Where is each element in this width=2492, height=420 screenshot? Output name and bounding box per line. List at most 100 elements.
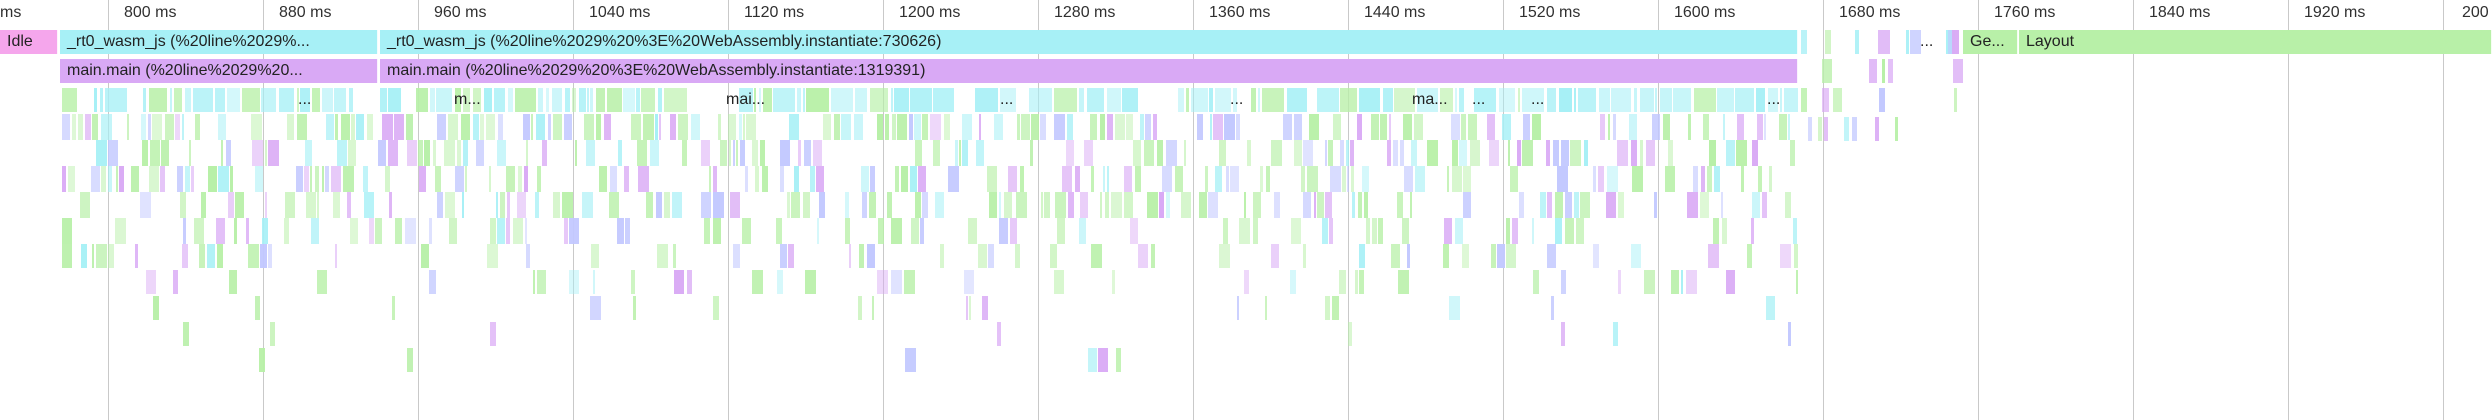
flame-slice[interactable]: [1054, 270, 1064, 294]
flame-slice[interactable]: [1294, 114, 1302, 140]
flame-slice[interactable]: [1030, 140, 1033, 166]
flame-slice[interactable]: [982, 296, 988, 320]
flame-slice[interactable]: [858, 296, 862, 320]
flame-slice[interactable]: [363, 166, 368, 192]
flame-slice[interactable]: [607, 88, 622, 112]
flame-slice[interactable]: [1517, 140, 1521, 166]
flame-slice[interactable]: [546, 88, 549, 112]
flame-slice[interactable]: [317, 192, 319, 218]
flame-slice[interactable]: [1665, 166, 1675, 192]
flame-slice[interactable]: [350, 218, 358, 244]
flame-slice[interactable]: [1455, 218, 1463, 244]
flame-slice[interactable]: [1394, 88, 1415, 112]
flame-slice[interactable]: [1088, 348, 1097, 372]
flame-slice[interactable]: [380, 88, 387, 112]
flame-slice[interactable]: [1455, 88, 1457, 112]
flame-slice[interactable]: [1010, 218, 1017, 244]
flame-slice[interactable]: [1952, 30, 1959, 54]
flame-slice[interactable]: [1613, 322, 1618, 346]
flame-slice[interactable]: [525, 218, 527, 244]
flame-slice[interactable]: [1701, 166, 1705, 192]
flame-slice[interactable]: [633, 296, 636, 320]
flame-slice[interactable]: [1895, 117, 1898, 141]
flame-slice[interactable]: [1397, 192, 1403, 218]
flame-slice[interactable]: [1347, 166, 1349, 192]
flame-slice[interactable]: [1757, 114, 1763, 140]
flame-slice[interactable]: [455, 166, 464, 192]
flame-slice[interactable]: [1380, 114, 1387, 140]
flame-slice[interactable]: [728, 114, 736, 140]
flame-slice[interactable]: [590, 296, 601, 320]
flame-slice[interactable]: [195, 114, 200, 140]
flame-slice[interactable]: [940, 244, 944, 268]
flame-slice[interactable]: [1617, 140, 1628, 166]
flame-slice[interactable]: [1317, 88, 1339, 112]
flame-slice[interactable]: [1020, 166, 1024, 192]
flame-slice[interactable]: [1463, 166, 1471, 192]
flame-slice[interactable]: [91, 166, 100, 192]
flame-slice[interactable]: [687, 270, 692, 294]
flame-slice[interactable]: [885, 114, 889, 140]
flame-slice[interactable]: [569, 270, 579, 294]
flame-slice[interactable]: [1547, 88, 1556, 112]
flame-slice[interactable]: [1506, 218, 1510, 244]
flame-slice[interactable]: [1644, 270, 1655, 294]
flame-slice[interactable]: [1557, 166, 1568, 192]
flame-slice[interactable]: [347, 192, 351, 218]
flame-slice[interactable]: [1044, 192, 1050, 218]
flame-slice[interactable]: [312, 88, 320, 112]
flame-slice[interactable]: [1522, 140, 1533, 166]
flame-slice[interactable]: [433, 140, 436, 166]
flame-slice[interactable]: [248, 244, 259, 268]
flame-slice[interactable]: [191, 166, 194, 192]
flame-slice[interactable]: [416, 88, 428, 112]
flame-slice[interactable]: [349, 88, 353, 112]
flame-slice[interactable]: [388, 88, 401, 112]
flame-slice[interactable]: [498, 114, 503, 140]
flame-slice[interactable]: [922, 192, 928, 218]
flame-slice[interactable]: [526, 140, 528, 166]
flame-slice[interactable]: [537, 166, 541, 192]
flame-slice[interactable]: [1325, 296, 1330, 320]
flame-slice[interactable]: [1111, 192, 1122, 218]
flame-slice[interactable]: [1559, 88, 1572, 112]
flame-slice[interactable]: [207, 244, 215, 268]
flame-slice[interactable]: [429, 218, 432, 244]
flame-slice[interactable]: [1654, 192, 1657, 218]
flame-slice[interactable]: [1389, 114, 1391, 140]
flame-slice[interactable]: [701, 140, 710, 166]
flame-slice[interactable]: [218, 114, 226, 140]
frame-label[interactable]: ...: [1767, 91, 1781, 108]
flame-slice[interactable]: [1629, 114, 1637, 140]
flame-slice[interactable]: [1314, 192, 1316, 218]
flame-slice[interactable]: [68, 166, 75, 192]
flame-slice[interactable]: [1631, 140, 1637, 166]
flame-slice[interactable]: [969, 296, 971, 320]
flame-slice[interactable]: [486, 114, 495, 140]
flame-slice[interactable]: [418, 140, 423, 166]
flame-slice[interactable]: [1547, 192, 1552, 218]
flame-slice[interactable]: [564, 218, 568, 244]
flame-slice[interactable]: [1017, 114, 1020, 140]
flame-slice[interactable]: [1875, 117, 1879, 141]
flame-slice[interactable]: [1726, 140, 1735, 166]
flame-slice[interactable]: [1050, 244, 1057, 268]
flame-slice[interactable]: [1769, 166, 1772, 192]
frame-label[interactable]: ...: [1230, 91, 1244, 108]
flame-slice[interactable]: [1555, 218, 1562, 244]
flame-slice[interactable]: [389, 192, 392, 218]
flame-slice[interactable]: [1440, 88, 1453, 112]
flame-slice[interactable]: [484, 88, 492, 112]
flame-slice[interactable]: [997, 322, 1001, 346]
main-main-event[interactable]: main.main (%20line%2029%20%3E%20WebAssem…: [380, 59, 1798, 83]
flame-slice[interactable]: [194, 218, 204, 244]
flame-slice[interactable]: [962, 140, 968, 166]
flame-slice[interactable]: [1825, 30, 1831, 54]
flame-slice[interactable]: [1443, 244, 1449, 268]
flame-slice[interactable]: [637, 140, 647, 166]
flame-slice[interactable]: [261, 88, 276, 112]
flame-slice[interactable]: [819, 192, 825, 218]
flame-slice[interactable]: [1107, 114, 1113, 140]
flame-slice[interactable]: [1100, 114, 1105, 140]
flame-slice[interactable]: [1330, 166, 1341, 192]
